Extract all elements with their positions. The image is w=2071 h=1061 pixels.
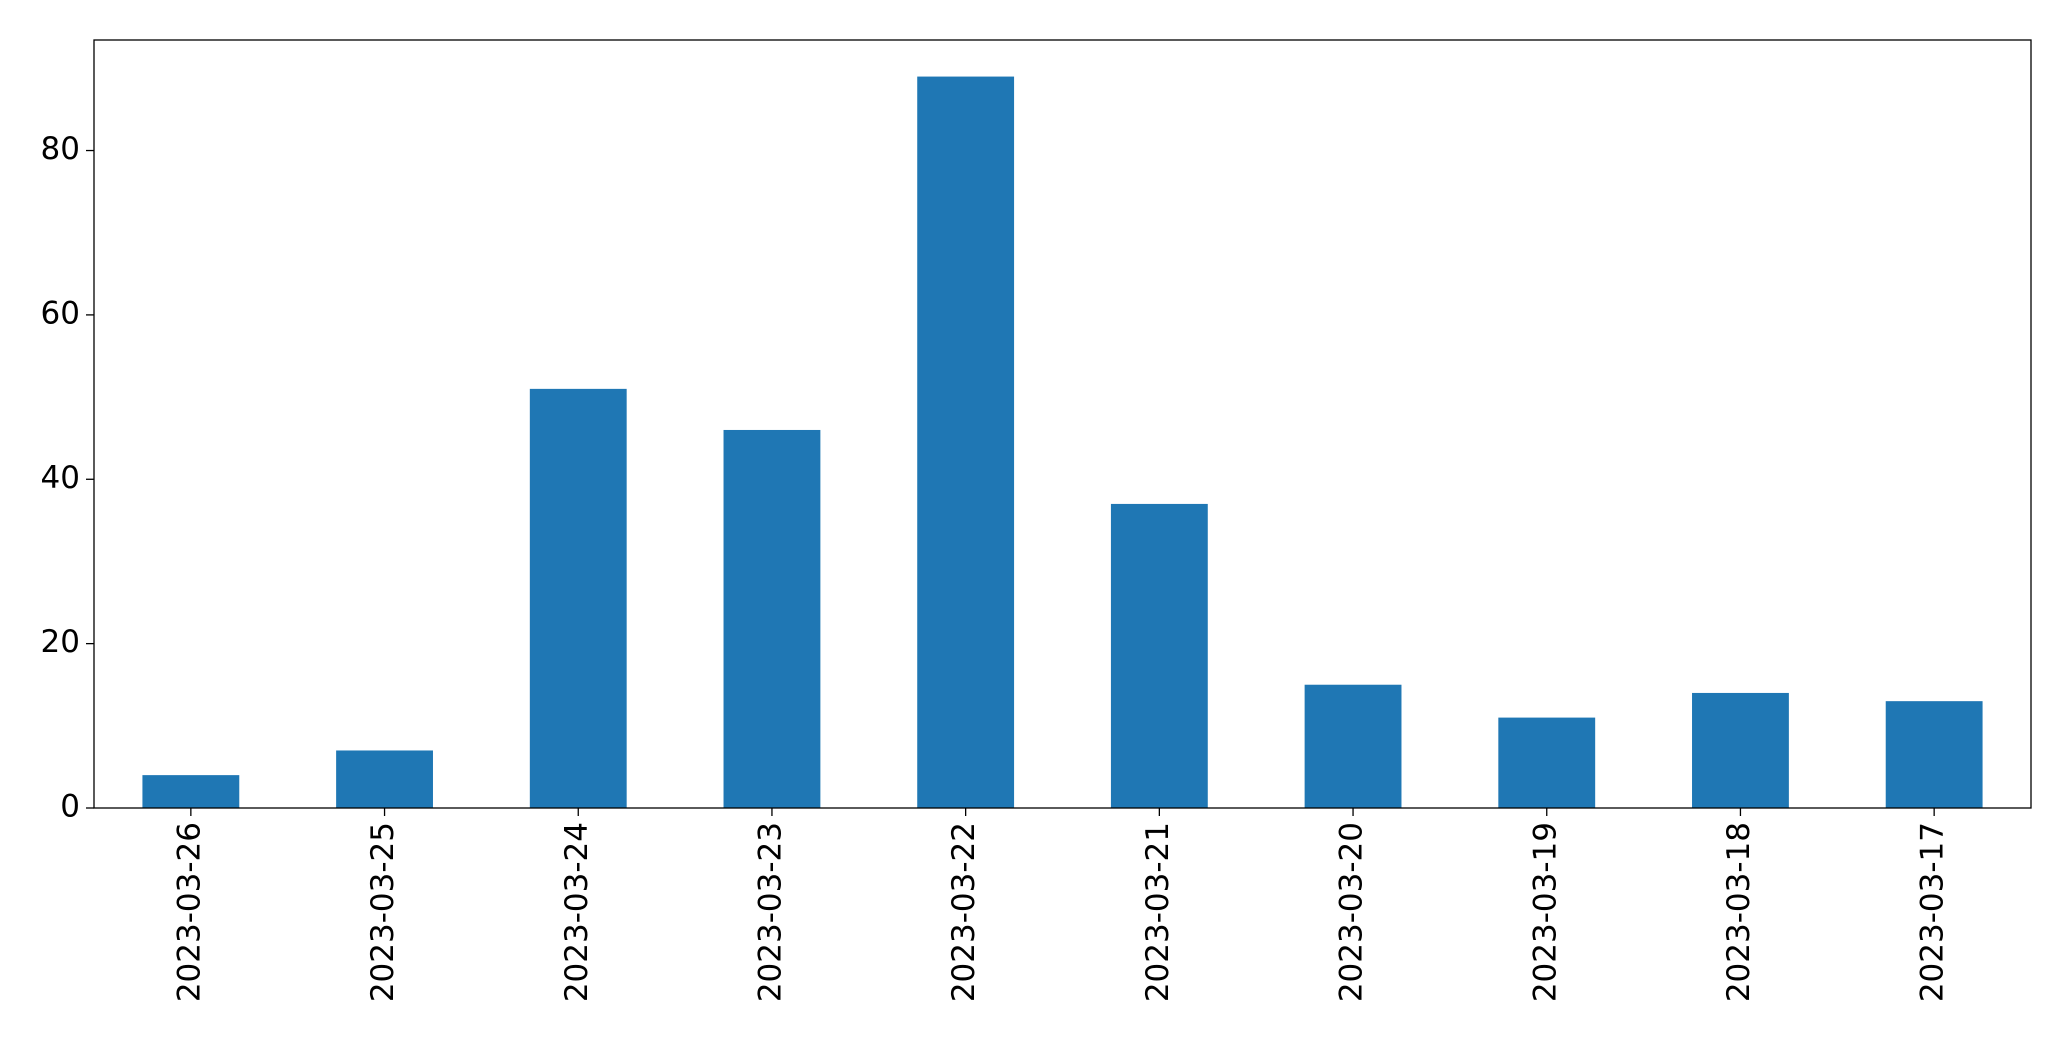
- x-tick-label: 2023-03-19: [1527, 822, 1563, 1002]
- y-tick-label: 40: [41, 460, 80, 496]
- bar: [1692, 692, 1789, 808]
- bar: [1110, 503, 1208, 808]
- x-tick-label: 2023-03-25: [365, 822, 401, 1002]
- bar: [1304, 684, 1402, 808]
- bar: [529, 388, 627, 808]
- bar: [723, 429, 821, 808]
- x-tick-label: 2023-03-22: [946, 822, 982, 1002]
- bar: [336, 750, 433, 808]
- y-tick-label: 20: [41, 624, 80, 660]
- bar: [1498, 717, 1596, 808]
- x-tick-label: 2023-03-17: [1915, 822, 1951, 1002]
- x-tick-label: 2023-03-21: [1140, 822, 1176, 1002]
- x-tick-label: 2023-03-18: [1721, 822, 1757, 1002]
- plot-frame: [93, 39, 2032, 809]
- bar: [1885, 701, 1983, 808]
- y-tick-label: 60: [41, 295, 80, 331]
- x-tick-label: 2023-03-24: [559, 822, 595, 1002]
- x-tick-label: 2023-03-20: [1334, 822, 1370, 1002]
- x-tick-label: 2023-03-23: [752, 822, 788, 1002]
- y-tick-label: 0: [60, 789, 80, 825]
- y-tick-label: 80: [41, 131, 80, 167]
- bar: [917, 76, 1015, 809]
- bar: [142, 775, 240, 808]
- x-tick-label: 2023-03-26: [171, 822, 207, 1002]
